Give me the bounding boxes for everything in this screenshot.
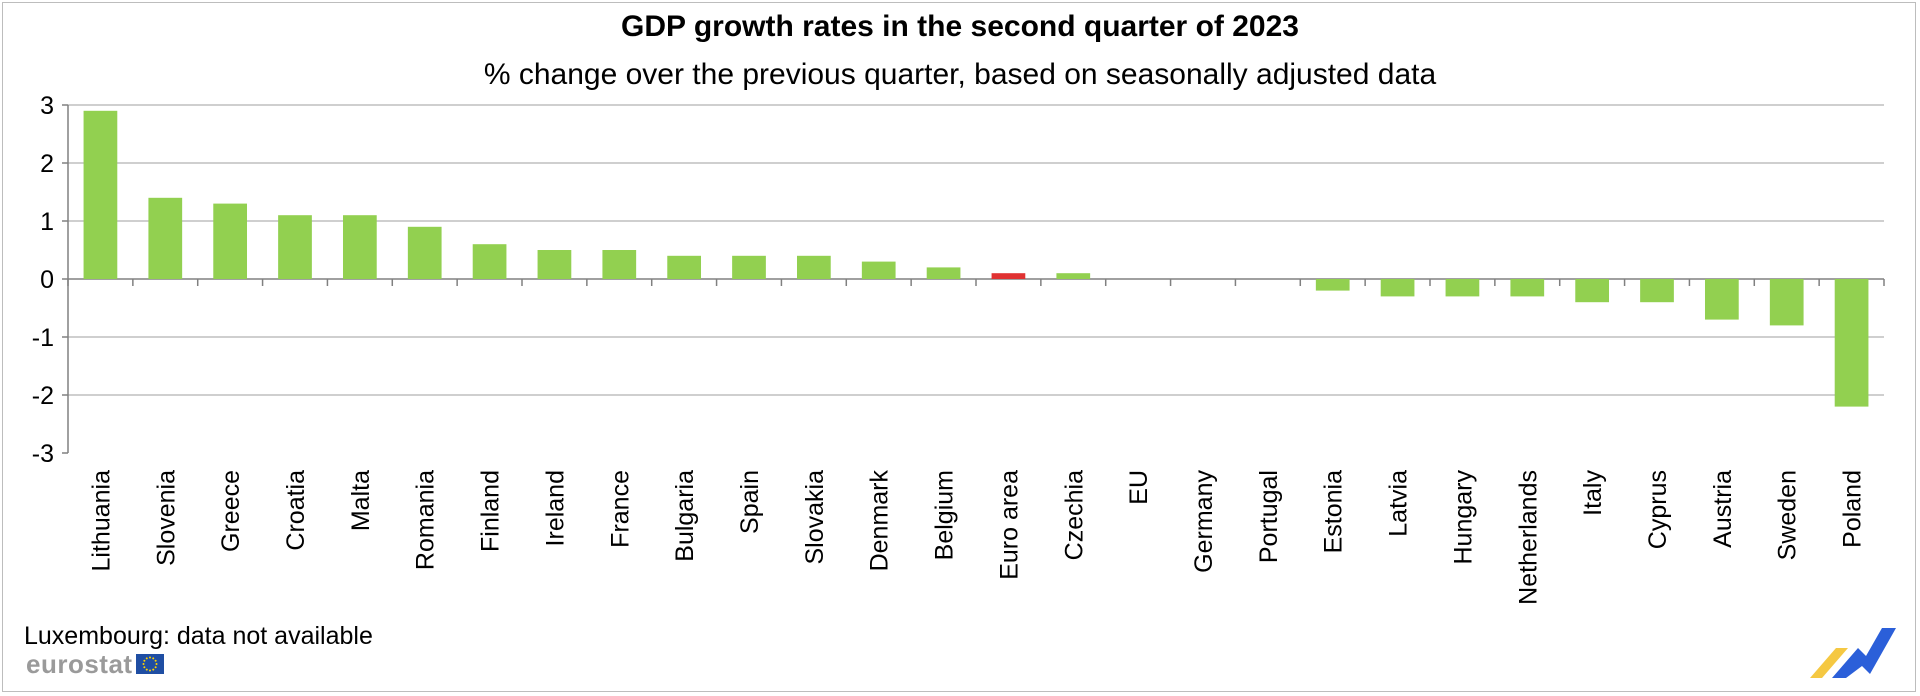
category-label: Czechia bbox=[1060, 470, 1088, 560]
category-label: Hungary bbox=[1449, 470, 1477, 565]
bar bbox=[472, 244, 507, 279]
category-label: Lithuania bbox=[87, 470, 115, 572]
category-label: Sweden bbox=[1774, 470, 1802, 560]
category-label: Slovenia bbox=[152, 470, 180, 566]
bar bbox=[1380, 279, 1415, 297]
flag-star bbox=[155, 663, 158, 665]
bar bbox=[732, 255, 766, 279]
eu-flag-icon bbox=[135, 654, 164, 674]
category-label: Slovakia bbox=[801, 470, 829, 565]
bar bbox=[1510, 279, 1545, 297]
flag-star bbox=[154, 666, 157, 669]
category-label: Finland bbox=[477, 470, 505, 552]
flag-star bbox=[145, 668, 148, 671]
category-label: Spain bbox=[736, 470, 764, 534]
category-label: Romania bbox=[412, 470, 440, 570]
category-label: Ireland bbox=[541, 470, 569, 546]
category-label: Netherlands bbox=[1514, 470, 1542, 605]
category-label: Belgium bbox=[931, 470, 959, 560]
bar bbox=[1704, 279, 1739, 320]
category-label: Malta bbox=[347, 470, 375, 531]
bar bbox=[926, 267, 961, 279]
flag-star bbox=[142, 659, 145, 662]
bar bbox=[148, 197, 183, 279]
flag-star bbox=[151, 668, 154, 671]
bar bbox=[1769, 279, 1804, 326]
bar bbox=[1315, 279, 1350, 291]
y-tick-label: -3 bbox=[32, 440, 54, 468]
footnote: Luxembourg: data not available bbox=[24, 622, 373, 650]
y-tick-label: 3 bbox=[40, 92, 54, 120]
y-tick-label: -1 bbox=[32, 324, 54, 352]
bar bbox=[537, 250, 572, 279]
category-label: Poland bbox=[1839, 470, 1867, 548]
category-label: Portugal bbox=[1255, 470, 1283, 563]
bar bbox=[861, 261, 896, 279]
bar bbox=[991, 273, 1026, 279]
flag-star bbox=[148, 656, 151, 659]
chart-title: GDP growth rates in the second quarter o… bbox=[621, 10, 1299, 43]
category-label: Bulgaria bbox=[671, 470, 699, 562]
category-label: EU bbox=[1125, 470, 1153, 505]
bar bbox=[1640, 279, 1674, 303]
bar bbox=[342, 215, 377, 279]
bar bbox=[83, 110, 118, 279]
bar bbox=[667, 255, 702, 279]
y-tick-label: 0 bbox=[40, 266, 54, 294]
category-label: Germany bbox=[1190, 470, 1218, 573]
bar bbox=[278, 215, 312, 279]
bar bbox=[602, 250, 637, 279]
category-label: Austria bbox=[1709, 470, 1737, 548]
y-tick-label: -2 bbox=[32, 382, 54, 410]
flag-star bbox=[142, 666, 145, 669]
category-label: Estonia bbox=[1320, 470, 1348, 553]
flag-star bbox=[154, 659, 157, 662]
bar bbox=[1834, 279, 1869, 407]
category-label: Cyprus bbox=[1644, 470, 1672, 549]
logo-text: eurostat bbox=[26, 648, 133, 679]
bar bbox=[1445, 279, 1480, 297]
bar bbox=[213, 203, 248, 279]
bar bbox=[407, 226, 442, 279]
bar bbox=[1056, 273, 1091, 279]
flag-star bbox=[148, 669, 151, 672]
category-label: Greece bbox=[217, 470, 245, 552]
category-label: France bbox=[606, 470, 634, 548]
category-label: Denmark bbox=[866, 470, 894, 572]
brand-mark-icon bbox=[1810, 628, 1896, 678]
category-label: Latvia bbox=[1385, 470, 1413, 537]
y-tick-label: 2 bbox=[40, 150, 54, 178]
y-tick-label: 1 bbox=[40, 208, 54, 236]
flag-star bbox=[142, 663, 145, 665]
bar bbox=[796, 255, 831, 279]
flag-star bbox=[145, 657, 148, 660]
category-label: Euro area bbox=[995, 470, 1023, 580]
bar bbox=[1575, 279, 1610, 303]
category-label: Italy bbox=[1579, 470, 1607, 516]
flag-star bbox=[151, 657, 154, 660]
category-label: Croatia bbox=[282, 470, 310, 551]
chart-subtitle: % change over the previous quarter, base… bbox=[483, 58, 1437, 91]
eurostat-logo: eurostat bbox=[26, 648, 164, 679]
